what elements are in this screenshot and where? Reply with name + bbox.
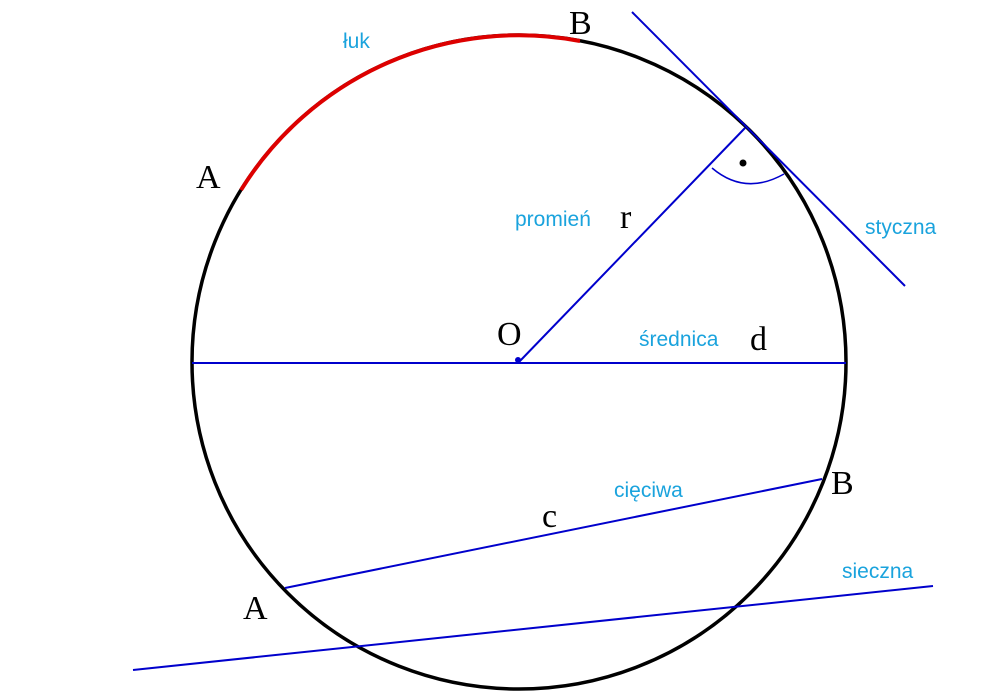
chord-term-label: cięciwa: [614, 479, 683, 502]
right-angle-arc: [711, 167, 785, 185]
tangent-term-label: styczna: [865, 216, 937, 239]
tangent-line: [631, 11, 906, 287]
secant-term-label: sieczna: [842, 560, 914, 583]
center-label: O: [497, 316, 522, 353]
chord-point-a-label: A: [243, 590, 268, 627]
arc-point-b-label: B: [569, 5, 592, 42]
diameter-term-label: średnica: [639, 328, 719, 351]
arc-point-a-label: A: [196, 159, 221, 196]
radius-line: [518, 127, 746, 363]
chord-point-b-label: B: [831, 465, 854, 502]
chord-symbol: c: [542, 498, 557, 535]
arc-term-label: łuk: [343, 30, 370, 53]
right-angle-dot: [739, 159, 747, 167]
radius-term-label: promień: [515, 208, 591, 231]
radius-symbol: r: [620, 199, 632, 236]
center-point: [515, 357, 521, 363]
diameter-symbol: d: [750, 321, 767, 358]
chord-line: [284, 478, 823, 589]
secant-line: [132, 585, 934, 671]
arc-highlight: [239, 33, 581, 192]
